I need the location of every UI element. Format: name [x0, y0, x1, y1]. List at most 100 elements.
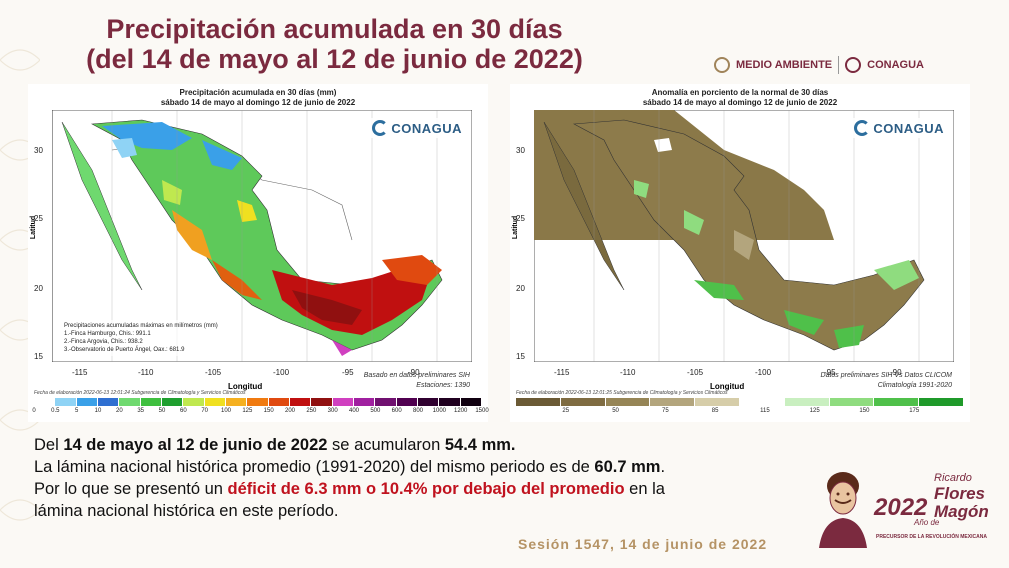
colorbar-swatch	[55, 398, 77, 406]
colorbar-label: 800	[412, 408, 424, 414]
anomaly-colorbar-labels: 25 50 75 85 115 125 150 175	[516, 408, 964, 418]
map-note: Climatología 1991-2020	[877, 382, 952, 389]
precipitation-colorbar	[34, 398, 482, 406]
medio-ambiente-logo: MEDIO AMBIENTE	[736, 59, 833, 71]
page-title: Precipitación acumulada en 30 días	[106, 14, 563, 44]
colorbar-swatch	[311, 398, 333, 406]
colorbar-swatch	[204, 398, 226, 406]
colorbar-label: 50	[612, 408, 619, 414]
colorbar-swatch	[119, 398, 141, 406]
colorbar-label: 125	[809, 408, 820, 414]
session-footer: Sesión 1547, 14 de junio de 2022	[518, 536, 768, 552]
logo-divider	[838, 56, 840, 74]
colorbar-label: 1000	[432, 408, 447, 414]
y-tick: 15	[34, 352, 43, 361]
conagua-watermark: CONAGUA	[368, 118, 466, 138]
conagua-watermark: CONAGUA	[850, 118, 948, 138]
x-tick: -100	[755, 368, 772, 377]
map-title: Precipitación acumulada en 30 días (mm)	[179, 88, 337, 97]
colorbar-label: 250	[306, 408, 317, 414]
x-tick: -105	[205, 368, 222, 377]
colorbar-swatch	[516, 398, 561, 406]
colorbar-label: 100	[220, 408, 232, 414]
colorbar-label: 400	[348, 408, 360, 414]
colorbar-label: 10	[94, 408, 102, 414]
precipitation-map-panel: Precipitación acumulada en 30 días (mm) …	[28, 84, 489, 422]
colorbar-swatch	[829, 398, 875, 406]
y-tick: 30	[516, 146, 525, 155]
colorbar-swatch	[225, 398, 248, 406]
colorbar-swatch	[76, 398, 98, 406]
x-tick: -100	[273, 368, 290, 377]
colorbar-swatch	[439, 398, 461, 406]
colorbar-swatch	[268, 398, 290, 406]
colorbar-swatch	[353, 398, 376, 406]
colorbar-label: 200	[284, 408, 296, 414]
colorbar-label: 600	[391, 408, 402, 414]
colorbar-swatch	[97, 398, 120, 406]
summary-line-4: lámina nacional histórica en este períod…	[34, 502, 339, 520]
conagua-logo-icon	[372, 120, 389, 136]
colorbar-swatch	[375, 398, 397, 406]
anomaly-map-panel: Anomalía en porciento de la normal de 30…	[510, 84, 970, 422]
y-tick: 15	[516, 352, 525, 361]
colorbar-swatch	[417, 398, 440, 406]
colorbar-swatch	[34, 398, 56, 406]
summary-line-2: La lámina nacional histórica promedio (1…	[34, 458, 666, 476]
x-tick: -115	[72, 368, 88, 377]
map-note: Estaciones: 1390	[416, 382, 470, 389]
colorbar-label: 0	[32, 408, 36, 414]
x-tick: -90	[408, 368, 420, 377]
colorbar-label: 1200	[453, 408, 468, 414]
map-subtitle: sábado 14 de mayo al domingo 12 de junio…	[642, 98, 838, 107]
conagua-logo-icon	[854, 120, 871, 136]
x-tick: -110	[138, 368, 154, 377]
colorbar-swatch	[650, 398, 696, 406]
colorbar-swatch	[874, 398, 920, 406]
map-note: Datos preliminares SIH Vs Datos CLICOM	[820, 372, 952, 379]
colorbar-label: 115	[760, 408, 770, 414]
y-tick: 30	[34, 146, 43, 155]
colorbar-label: 300	[327, 408, 338, 414]
conagua-logo: CONAGUA	[867, 59, 924, 71]
colorbar-swatch	[784, 398, 830, 406]
colorbar-label: 150	[263, 408, 274, 414]
ricardo-flores-magon-branding: Ricardo Flores 2022 Magón Año de PRECURS…	[874, 472, 989, 540]
map-note: Basado en datos preliminares SIH	[363, 372, 470, 379]
summary-line-1: Del 14 de mayo al 12 de junio de 2022 se…	[34, 436, 516, 454]
colorbar-label: 500	[370, 408, 381, 414]
x-axis-label: Longitud	[710, 382, 745, 391]
decorative-pattern	[0, 49, 40, 521]
x-tick: -95	[824, 368, 836, 377]
colorbar-swatch	[332, 398, 354, 406]
anomaly-colorbar	[516, 398, 964, 406]
colorbar-label: 20	[115, 408, 123, 414]
colorbar-swatch	[605, 398, 651, 406]
colorbar-swatch	[739, 398, 785, 406]
colorbar-label: 175	[909, 408, 920, 414]
colorbar-swatch	[140, 398, 162, 406]
colorbar-swatch	[460, 398, 482, 406]
colorbar-swatch	[289, 398, 312, 406]
map-credit: Fecha de elaboración 2022-06-13 12:01:24…	[34, 390, 246, 396]
colorbar-label: 0.5	[51, 408, 60, 414]
max-precipitation-legend: Precipitaciones acumuladas máximas en mi…	[62, 320, 220, 356]
x-tick: -90	[890, 368, 902, 377]
colorbar-label: 75	[661, 408, 669, 414]
x-tick: -95	[342, 368, 354, 377]
x-axis-label: Longitud	[228, 382, 263, 391]
map-title: Anomalía en porciento de la normal de 30…	[651, 88, 829, 97]
colorbar-swatch	[396, 398, 418, 406]
page-subtitle: (del 14 de mayo al 12 de junio de 2022)	[86, 44, 583, 74]
colorbar-label: 5	[74, 408, 79, 414]
header-logos: MEDIO AMBIENTE CONAGUA	[714, 56, 924, 74]
colorbar-label: 50	[158, 408, 166, 414]
colorbar-label: 1500	[475, 408, 489, 414]
government-seal-icon	[714, 57, 730, 73]
colorbar-label: 35	[137, 408, 144, 414]
y-tick: 20	[34, 284, 43, 293]
colorbar-swatch	[560, 398, 606, 406]
conagua-seal-icon	[845, 57, 862, 73]
x-tick: -110	[620, 368, 636, 377]
colorbar-label: 125	[242, 408, 253, 414]
